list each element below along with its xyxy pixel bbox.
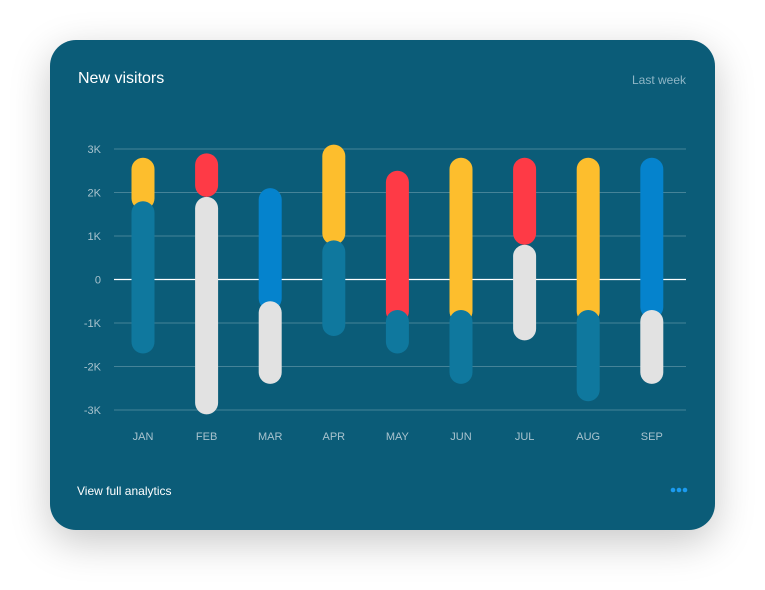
y-tick-label: 3K — [88, 144, 102, 156]
more-dots-icon[interactable] — [670, 483, 688, 497]
x-category-label: FEB — [196, 431, 217, 443]
bar-top-segment — [449, 157, 473, 323]
bar-bottom-segment — [195, 196, 219, 415]
bar-bottom-segment — [576, 309, 600, 402]
bar-bottom-segment — [131, 201, 155, 354]
period-selector[interactable]: Last week — [631, 73, 686, 87]
x-category-label: APR — [322, 431, 345, 443]
x-category-label: MAR — [258, 431, 283, 443]
bar-top-segment — [131, 157, 155, 210]
x-category-label: SEP — [641, 431, 663, 443]
bar-top-segment — [322, 144, 346, 245]
visitors-card: New visitors Last week 3K 2K 1K 0 -1K -2K -3K J… — [50, 40, 715, 530]
bar-top-segment — [385, 170, 409, 323]
bar-bottom-segment — [322, 240, 346, 337]
x-category-label: JUL — [515, 431, 535, 443]
bar-bottom-segment — [640, 309, 664, 384]
y-tick-label: -3K — [84, 405, 102, 417]
bar-bottom-segment — [385, 309, 409, 354]
y-tick-label: -2K — [84, 362, 102, 374]
bar-bottom-segment — [513, 244, 537, 341]
y-tick-label: -1K — [84, 318, 102, 330]
x-category-label: MAY — [386, 431, 410, 443]
bar-top-segment — [195, 153, 219, 197]
bar-top-segment — [640, 157, 664, 319]
x-category-label: JAN — [133, 431, 154, 443]
y-tick-label: 1K — [88, 231, 102, 243]
view-analytics-link[interactable]: View full analytics — [77, 484, 172, 498]
bar-top-segment — [258, 188, 282, 310]
bar-top-segment — [576, 157, 600, 323]
y-tick-label: 2K — [88, 188, 102, 200]
bar-bottom-segment — [449, 309, 473, 384]
x-category-label: AUG — [576, 431, 600, 443]
bar-top-segment — [513, 157, 537, 245]
y-tick-label: 0 — [95, 275, 101, 287]
visitors-chart: 3K 2K 1K 0 -1K -2K -3K JAN FEB MAR APR MAY JUN JUL AUG… — [84, 144, 686, 443]
card-title: New visitors — [78, 70, 165, 87]
x-category-label: JUN — [450, 431, 471, 443]
bar-bottom-segment — [258, 301, 282, 384]
